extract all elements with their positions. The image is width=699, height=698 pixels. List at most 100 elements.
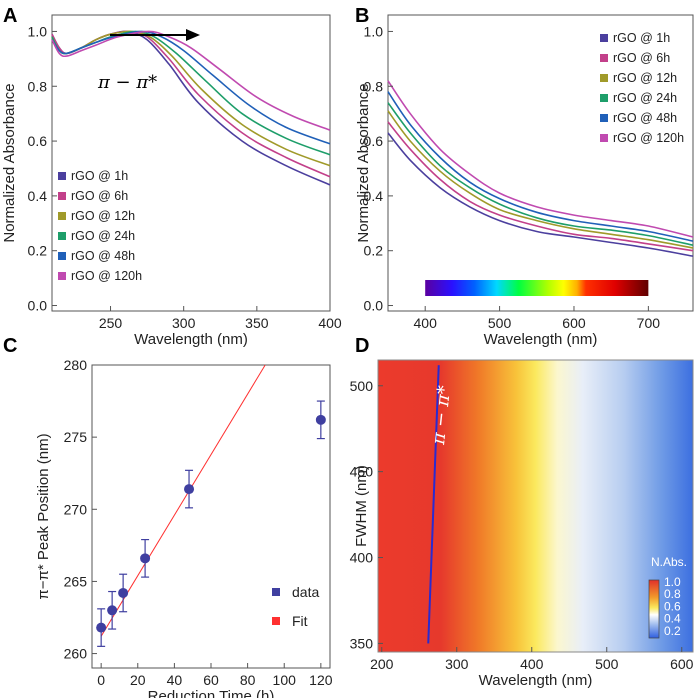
panel-d-xtick-label: 300 [445, 656, 469, 672]
panel-d-colorbar [648, 579, 660, 639]
panel-c-ytick-label: 265 [64, 573, 88, 589]
panel-c-xtick-label: 100 [273, 672, 297, 688]
panel-d-ylabel: FWHM (nm) [353, 465, 370, 547]
panel-a-legend-label: rGO @ 48h [71, 249, 135, 263]
panel-a-legend-swatch [58, 212, 66, 220]
panel-d-colorbar-tick: 1.0 [664, 575, 681, 589]
panel-d-ytick-label: 350 [350, 635, 374, 651]
panel-c-xtick-label: 60 [203, 672, 219, 688]
panel-d-colorbar-title: N.Abs. [651, 555, 687, 569]
panel-a-series-line [51, 30, 331, 167]
panel-b-legend-label: rGO @ 1h [613, 31, 670, 45]
panel-d-xtick-label: 500 [595, 656, 619, 672]
panel-a-legend-label: rGO @ 1h [71, 169, 128, 183]
panel-a-ytick-label: 0.0 [28, 298, 48, 314]
panel-d-xtick-label: 400 [520, 656, 544, 672]
panel-d-colorbar-tick: 0.4 [664, 612, 681, 626]
panel-c-ylabel: π−π* Peak Position (nm) [35, 433, 52, 599]
panel-c-xlabel: Reduction Time (h) [148, 688, 275, 698]
panel-c-plot: data Fit 0 20 40 60 80 100 120 260 265 270 275 280 Red… [35, 357, 333, 698]
panel-c-legend-label-fit: Fit [292, 613, 308, 629]
panel-c-xtick-label: 40 [167, 672, 183, 688]
panel-b-series-line [387, 110, 694, 249]
panel-d-ytick-label: 400 [350, 550, 374, 566]
panel-a-xtick-label: 400 [318, 315, 342, 331]
panel-a-legend-swatch [58, 232, 66, 240]
panel-b-ylabel: Normalized Absorbance [355, 83, 372, 242]
panel-d-colorbar-tick: 0.2 [664, 624, 681, 638]
panel-label-a: A [3, 5, 17, 27]
panel-a-legend-label: rGO @ 24h [71, 229, 135, 243]
panel-c-data-point [107, 605, 118, 616]
panel-b-legend-swatch [600, 134, 608, 142]
panel-b-series-line [387, 132, 694, 257]
panel-a-legend-label: rGO @ 120h [71, 269, 142, 283]
panel-b-xtick-label: 400 [414, 315, 438, 331]
panel-c-legend-label-data: data [292, 584, 319, 600]
panel-a-ytick-label: 1.0 [28, 23, 48, 39]
panel-d-colorbar-tick: 0.8 [664, 587, 681, 601]
panel-b-ytick-label: 0.6 [364, 133, 384, 149]
panel-a-ytick-label: 0.2 [28, 243, 48, 259]
panel-b-series-line [387, 102, 694, 246]
panel-b-series-line [387, 80, 694, 238]
panel-b-ytick-label: 0.0 [364, 298, 384, 314]
panel-b-legend-label: rGO @ 120h [613, 131, 684, 145]
panel-label-b: B [355, 5, 369, 27]
panel-c-data-point [315, 414, 326, 425]
panel-b-legend-swatch [600, 34, 608, 42]
panel-b-legend-swatch [600, 54, 608, 62]
panel-c-xtick-label: 120 [309, 672, 333, 688]
panel-b-spectrum-bar [425, 280, 649, 296]
panel-a-frame [51, 14, 331, 312]
panel-a-series-line [51, 30, 331, 178]
panel-a-legend-swatch [58, 192, 66, 200]
panel-c-xtick-label: 20 [130, 672, 146, 688]
panel-a-ytick-label: 0.4 [28, 188, 48, 204]
panel-c-fit-line [100, 364, 266, 637]
panel-b-legend-swatch [600, 114, 608, 122]
panel-a-xlabel: Wavelength (nm) [134, 331, 248, 348]
panel-b-xtick-label: 500 [488, 315, 512, 331]
panel-d-ytick-label: 450 [350, 464, 374, 480]
panel-b-legend-swatch [600, 74, 608, 82]
panel-b-ytick-label: 0.2 [364, 243, 384, 259]
panel-a-ytick-label: 0.6 [28, 133, 48, 149]
panel-c-data-point [184, 484, 195, 495]
panel-c-legend-swatch-data [272, 588, 280, 596]
panel-a-legend-swatch [58, 272, 66, 280]
panel-a-legend-swatch [58, 172, 66, 180]
panel-d-ytick-label: 500 [350, 378, 374, 394]
panel-a-xtick-label: 350 [245, 315, 269, 331]
panel-a-ylabel: Normalized Absorbance [1, 83, 18, 242]
panel-c-xtick-label: 80 [240, 672, 256, 688]
panel-b-ytick-label: 0.8 [364, 78, 384, 94]
panel-b-legend-label: rGO @ 24h [613, 91, 677, 105]
panel-c-ytick-label: 260 [64, 646, 88, 662]
panel-d-frame [377, 359, 694, 653]
panel-d-heatmap [378, 360, 693, 652]
panel-c-ytick-label: 280 [64, 357, 88, 373]
panel-b-frame [387, 14, 694, 312]
panel-d-peak-line [427, 365, 440, 644]
panel-a-series-line [51, 30, 331, 186]
panel-b-series-line [387, 91, 694, 242]
panel-b-xlabel: Wavelength (nm) [484, 331, 598, 348]
panel-label-d: D [355, 335, 369, 357]
panel-d-xtick-label: 200 [370, 656, 394, 672]
panel-a-ytick-label: 0.8 [28, 78, 48, 94]
panel-b-legend-label: rGO @ 12h [613, 71, 677, 85]
panel-c-xtick-label: 0 [97, 672, 105, 688]
panel-c-data-point [118, 587, 129, 598]
panel-a-xtick-label: 250 [99, 315, 123, 331]
panel-b-plot: rGO @ 1h rGO @ 6h rGO @ 12h rGO @ 24h rGO @ … [355, 23, 694, 348]
panel-c-legend-swatch-fit [272, 617, 280, 625]
panel-c-ytick-label: 270 [64, 501, 88, 517]
panel-a-annotation: π − π* [97, 72, 157, 93]
panel-c-ytick-label: 275 [64, 429, 88, 445]
panel-a-series-line [51, 30, 331, 131]
panel-b-legend-swatch [600, 94, 608, 102]
panel-a-plot: rGO @ 1h rGO @ 6h rGO @ 12h rGO @ 24h rGO @ … [1, 23, 342, 348]
